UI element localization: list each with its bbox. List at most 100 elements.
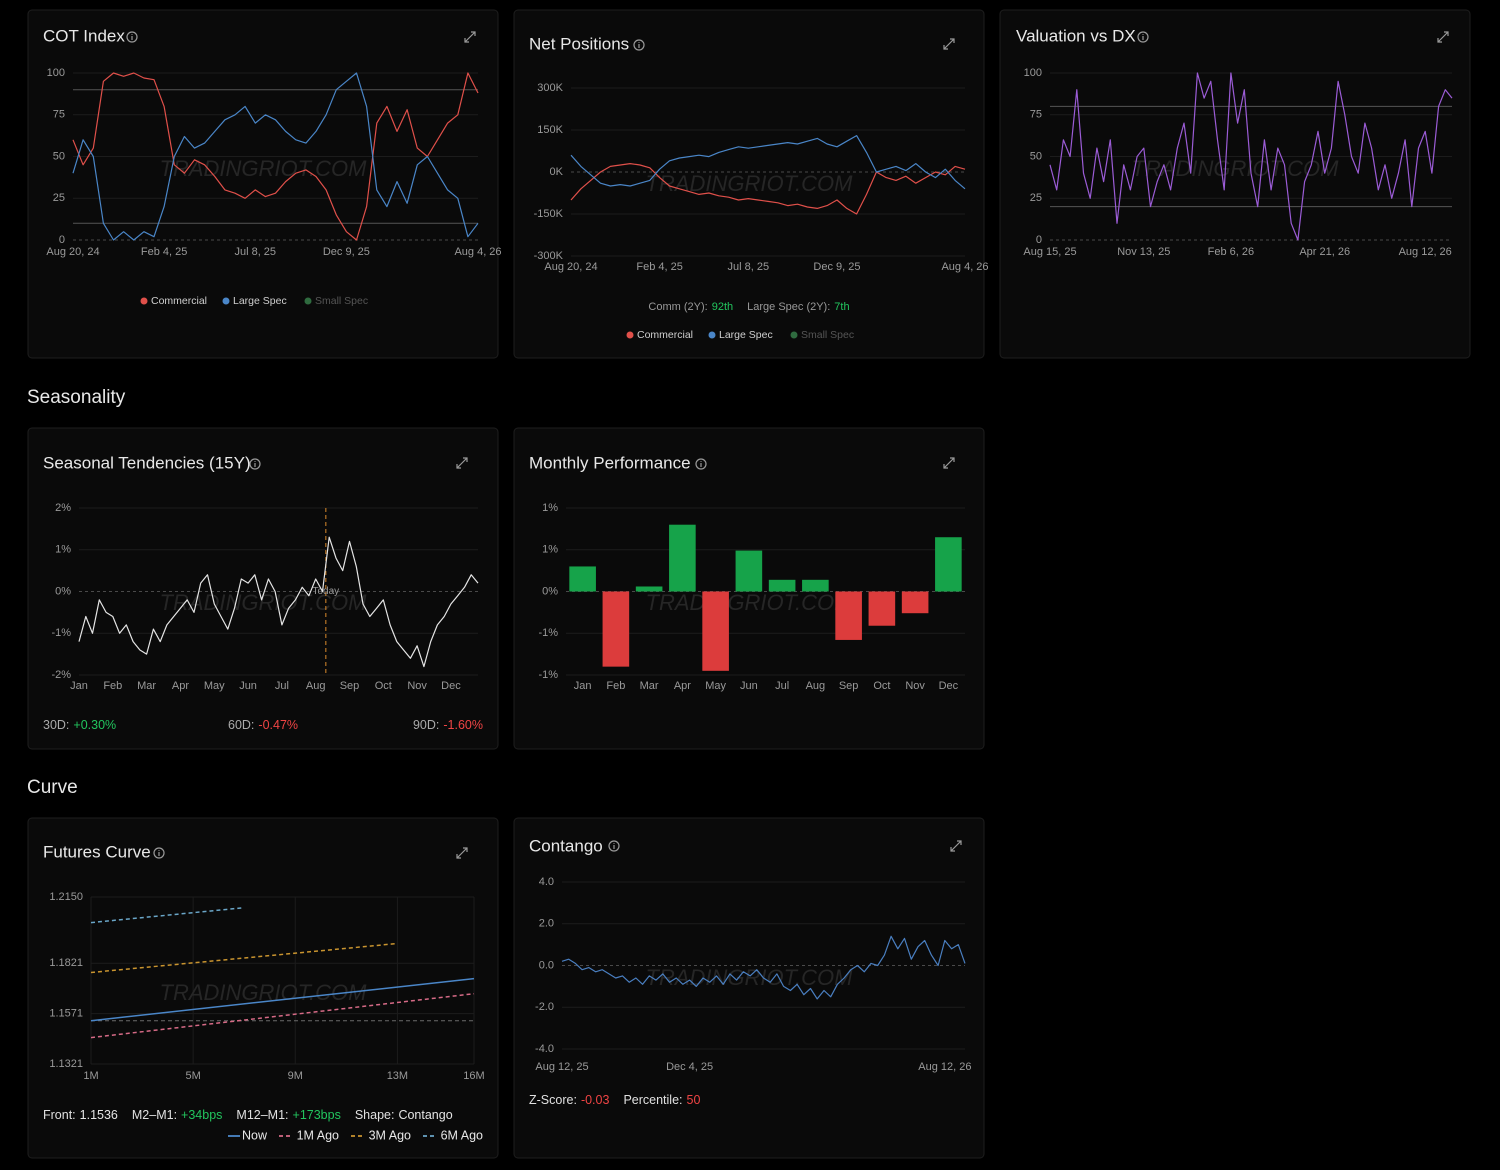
legend-swatch: [222, 297, 230, 305]
series-line: [90, 942, 398, 974]
stat-value: -0.03: [581, 1093, 610, 1107]
y-tick-label: 1%: [542, 502, 558, 514]
watermark: TRADINGRIOT.COM: [646, 965, 854, 990]
expand-icon[interactable]: [943, 457, 955, 469]
bar: [935, 537, 962, 592]
today-label: Today: [312, 586, 339, 597]
y-tick-label: -1%: [51, 627, 71, 639]
x-tick-label: Jun: [740, 680, 758, 692]
chart-title: Net Positions: [529, 34, 629, 53]
x-tick-label: Aug 15, 25: [1023, 246, 1076, 258]
y-tick-label: 75: [53, 109, 65, 121]
bar: [702, 591, 729, 671]
y-tick-label: 2.0: [539, 918, 554, 930]
x-tick-label: Aug 4, 26: [454, 246, 501, 258]
watermark: TRADINGRIOT.COM: [646, 171, 854, 196]
y-tick-label: 0K: [550, 166, 564, 178]
stat-label: 60D:: [228, 718, 254, 732]
panel: [27, 817, 499, 1159]
stat-value: +0.30%: [73, 718, 116, 732]
y-tick-label: 25: [53, 192, 65, 204]
y-tick-label: 50: [1030, 150, 1042, 162]
info-icon[interactable]: [153, 847, 165, 859]
panel: [27, 427, 499, 750]
chart-title: Seasonal Tendencies (15Y): [43, 453, 251, 472]
series-line: [90, 906, 245, 924]
legend-label: Commercial: [151, 295, 207, 307]
watermark: TRADINGRIOT.COM: [1132, 156, 1340, 181]
stat-label: 30D:: [43, 718, 69, 732]
x-tick-label: Jan: [574, 680, 592, 692]
stat-value: +34bps: [181, 1108, 222, 1122]
series-line: [72, 72, 479, 241]
chart-title: Valuation vs DX: [1016, 26, 1136, 45]
x-tick-label: Oct: [873, 680, 890, 692]
expand-icon[interactable]: [456, 847, 468, 859]
series-line: [561, 935, 966, 1000]
x-tick-label: Aug 4, 26: [941, 261, 988, 273]
stat: 90D: -1.60%: [413, 718, 483, 732]
y-tick-label: 1%: [55, 544, 71, 556]
stats: Comm (2Y): 92th Large Spec (2Y): 7th: [648, 301, 849, 313]
panel: [999, 9, 1471, 359]
expand-icon[interactable]: [1437, 31, 1449, 43]
info-icon[interactable]: [633, 39, 645, 51]
watermark: TRADINGRIOT.COM: [646, 590, 854, 615]
y-tick-label: -150K: [534, 208, 564, 220]
stat-label: 90D:: [413, 718, 439, 732]
chart-title: COT Index: [43, 26, 125, 45]
x-tick-label: Feb: [103, 680, 122, 692]
expand-icon[interactable]: [943, 38, 955, 50]
info-icon[interactable]: [249, 458, 261, 470]
legend-swatch: [626, 331, 634, 339]
x-tick-label: Jul: [775, 680, 789, 692]
stat-label: Percentile:: [623, 1093, 682, 1107]
bar: [635, 586, 663, 592]
legend-label: 1M Ago: [297, 1128, 339, 1142]
info-icon[interactable]: [695, 458, 707, 470]
legend-label: 6M Ago: [441, 1128, 483, 1142]
chart-title: Futures Curve: [43, 842, 151, 861]
stat-label: Front:: [43, 1108, 76, 1122]
bar: [901, 591, 929, 614]
y-tick-label: 4.0: [539, 876, 554, 888]
y-tick-label: 0.0: [539, 959, 554, 971]
panel: [513, 817, 985, 1159]
x-tick-label: Apr: [674, 680, 691, 692]
expand-icon[interactable]: [464, 31, 476, 43]
legend-label: 3M Ago: [369, 1128, 411, 1142]
bar: [602, 591, 630, 667]
x-tick-label: May: [705, 680, 726, 692]
x-tick-label: Sep: [839, 680, 859, 692]
info-icon[interactable]: [608, 840, 620, 852]
stat: 60D: -0.47%: [228, 718, 298, 732]
y-tick-label: 2%: [55, 502, 71, 514]
legend-swatch: [140, 297, 148, 305]
y-tick-label: 1.1321: [49, 1058, 83, 1070]
info-icon[interactable]: [126, 31, 138, 43]
x-tick-label: Nov 13, 25: [1117, 246, 1170, 258]
x-tick-label: Jan: [70, 680, 88, 692]
y-tick-label: 300K: [537, 82, 563, 94]
expand-icon[interactable]: [950, 840, 962, 852]
x-tick-label: Aug 12, 26: [1399, 246, 1452, 258]
x-tick-label: Jun: [239, 680, 257, 692]
x-tick-label: Apr: [172, 680, 189, 692]
x-tick-label: Dec 9, 25: [323, 246, 370, 258]
x-tick-label: 5M: [185, 1070, 200, 1082]
bar: [569, 566, 596, 592]
info-icon[interactable]: [1137, 31, 1149, 43]
y-tick-label: 100: [1024, 67, 1042, 79]
series-line: [90, 977, 475, 1022]
x-tick-label: Jul 8, 25: [728, 261, 770, 273]
watermark: TRADINGRIOT.COM: [160, 980, 368, 1005]
y-tick-label: -2.0: [535, 1001, 554, 1013]
stats: Z-Score: -0.03 Percentile: 50: [529, 1093, 700, 1107]
series-line: [570, 135, 966, 190]
expand-icon[interactable]: [456, 457, 468, 469]
x-tick-label: Apr 21, 26: [1299, 246, 1350, 258]
x-tick-label: Aug: [806, 680, 826, 692]
stat-value: 50: [687, 1093, 701, 1107]
x-tick-label: 9M: [288, 1070, 303, 1082]
y-tick-label: -1%: [538, 669, 558, 681]
